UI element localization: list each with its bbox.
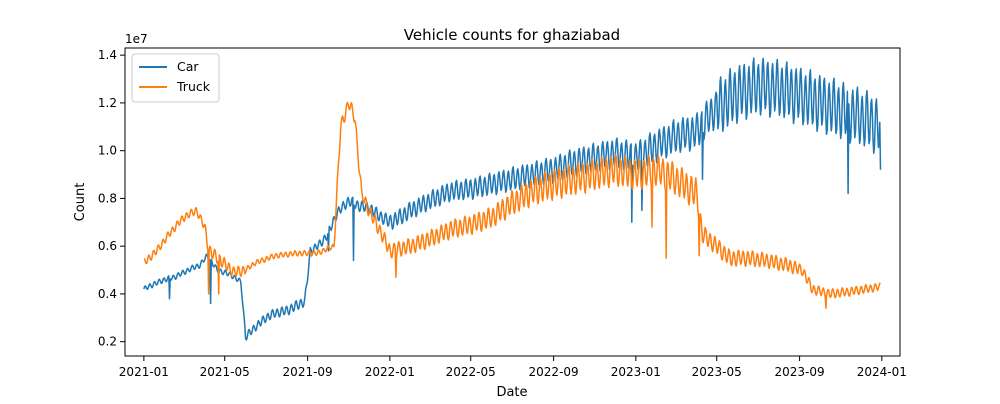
x-tick-label: 2021-09: [283, 365, 333, 379]
y-tick-label: 1.0: [98, 144, 117, 158]
x-tick-label: 2024-01: [857, 365, 907, 379]
series-line-car: [143, 57, 882, 341]
y-tick-label: 0.2: [98, 335, 117, 349]
legend-label-car: Car: [177, 59, 199, 74]
x-tick-label: 2022-05: [446, 365, 496, 379]
x-tick-label: 2021-05: [200, 365, 250, 379]
series-line-truck: [143, 101, 881, 309]
legend-box: [131, 53, 220, 103]
y-tick-label: 0.8: [98, 191, 117, 205]
x-tick-label: 2022-09: [529, 365, 579, 379]
y-tick-label: 0.6: [98, 239, 117, 253]
x-tick-label: 2021-01: [119, 365, 169, 379]
series-layer: [143, 57, 882, 341]
y-tick-label: 1.2: [98, 96, 117, 110]
chart-title: Vehicle counts for ghaziabad: [404, 26, 620, 44]
legend: Car Truck: [131, 53, 220, 103]
x-tick-label: 2023-09: [775, 365, 825, 379]
y-axis-label: Count: [73, 183, 88, 222]
y-tick-label: 0.4: [98, 287, 117, 301]
x-tick-label: 2023-01: [611, 365, 661, 379]
y-axis: 0.2 0.4 0.6 0.8 1.0 1.2 1.4: [98, 48, 125, 349]
y-offset-label: 1e7: [125, 32, 148, 46]
legend-label-truck: Truck: [176, 79, 211, 94]
x-axis: 2021-01 2021-05 2021-09 2022-01 2022-05 2022-…: [119, 356, 907, 379]
x-axis-label: Date: [496, 385, 527, 400]
x-tick-label: 2022-01: [365, 365, 415, 379]
y-tick-label: 1.4: [98, 48, 117, 62]
x-tick-label: 2023-05: [692, 365, 742, 379]
plot-area-frame: [124, 47, 901, 357]
